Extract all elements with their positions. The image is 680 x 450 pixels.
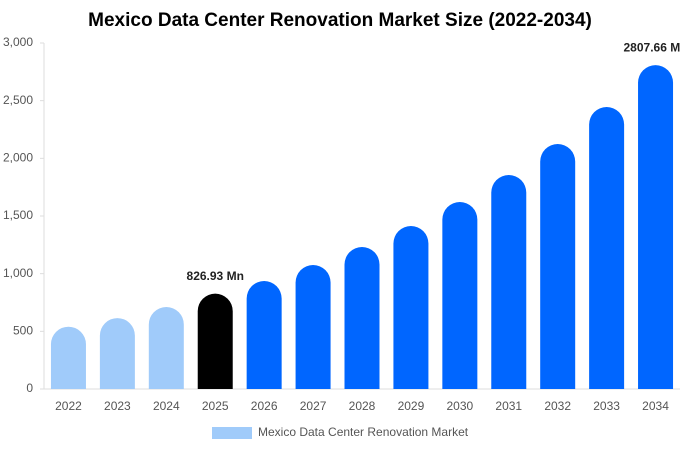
x-tick-label: 2024 <box>153 399 180 413</box>
bar <box>589 107 625 389</box>
x-tick-label: 2023 <box>104 399 131 413</box>
x-tick-label: 2028 <box>349 399 376 413</box>
x-tick-label: 2030 <box>446 399 473 413</box>
bar <box>99 318 135 389</box>
legend-swatch <box>212 427 252 439</box>
bar <box>442 202 478 389</box>
bar <box>197 293 233 389</box>
bar <box>540 144 576 389</box>
bar <box>638 65 674 389</box>
value-label: 2807.66 Mn <box>624 40 680 54</box>
x-tick-label: 2033 <box>593 399 620 413</box>
y-tick-label: 2,000 <box>3 151 33 165</box>
y-tick-label: 2,500 <box>3 93 33 107</box>
y-tick-label: 1,500 <box>3 208 33 222</box>
bar <box>50 326 86 389</box>
bar <box>344 247 380 389</box>
x-tick-label: 2032 <box>544 399 571 413</box>
bar <box>393 226 429 389</box>
bar <box>246 281 282 389</box>
y-tick-label: 1,000 <box>3 266 33 280</box>
x-tick-label: 2026 <box>251 399 278 413</box>
x-tick-label: 2025 <box>202 399 229 413</box>
legend-label: Mexico Data Center Renovation Market <box>258 425 469 439</box>
bar <box>295 265 331 389</box>
y-tick-label: 0 <box>26 381 33 395</box>
x-tick-label: 2022 <box>55 399 82 413</box>
bar <box>491 175 527 389</box>
bar <box>148 306 184 389</box>
x-tick-label: 2034 <box>642 399 669 413</box>
value-label: 826.93 Mn <box>187 269 244 283</box>
y-tick-label: 3,000 <box>3 35 33 49</box>
y-tick-label: 500 <box>13 324 33 338</box>
x-tick-label: 2031 <box>495 399 522 413</box>
x-tick-label: 2027 <box>300 399 327 413</box>
x-tick-label: 2029 <box>398 399 425 413</box>
chart-title: Mexico Data Center Renovation Market Siz… <box>88 10 592 31</box>
